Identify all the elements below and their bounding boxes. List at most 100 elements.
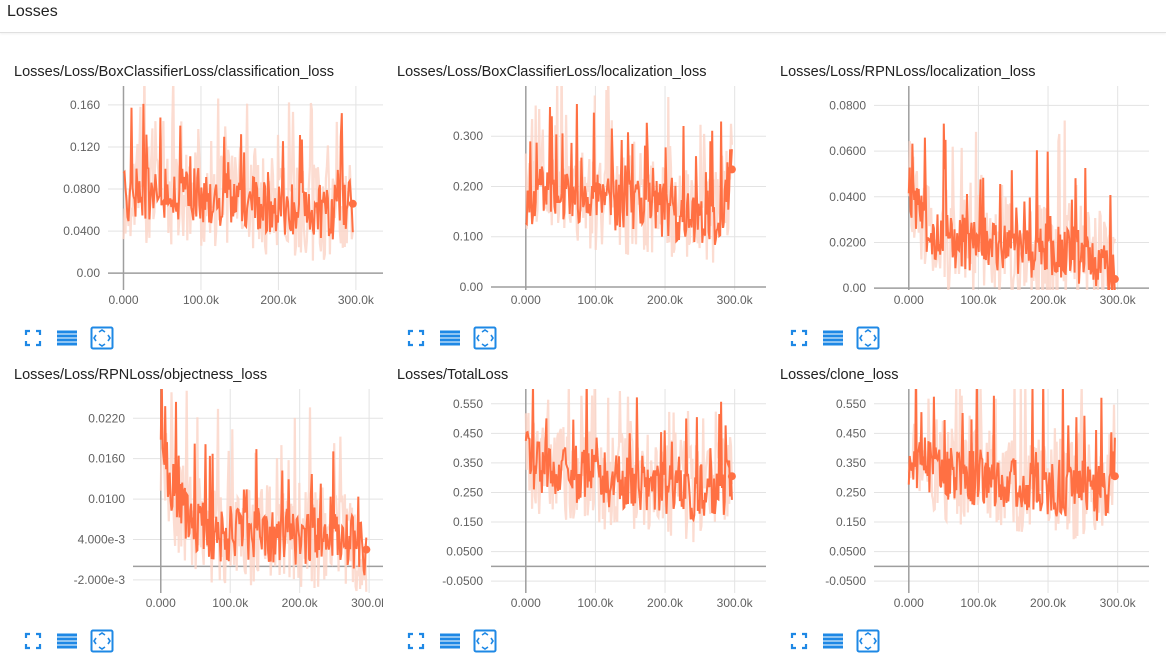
last-value-point <box>727 165 736 174</box>
chart-title: Losses/clone_loss <box>780 367 899 383</box>
y-tick-label: 0.0220 <box>88 411 125 425</box>
smoothed-series-line <box>159 389 368 576</box>
x-tick-label: 200.0k <box>647 293 684 307</box>
toggle-lines-button[interactable] <box>438 629 462 653</box>
toggle-lines-button[interactable] <box>55 629 79 653</box>
line-chart[interactable]: 0.00 0.0200 0.0400 0.0600 0.0800 0.000 100.0k 2… <box>766 42 1149 312</box>
y-tick-label: 0.100 <box>453 230 483 244</box>
x-tick-label: 200.0k <box>647 596 684 610</box>
section-title: Losses <box>7 3 58 20</box>
fit-domain-button[interactable] <box>90 326 114 350</box>
x-tick-label: 100.0k <box>212 596 249 610</box>
y-tick-label: 0.550 <box>836 397 866 411</box>
fit-domain-icon <box>90 326 114 350</box>
fullscreen-button[interactable] <box>787 629 811 653</box>
x-tick-label: 0.000 <box>146 596 176 610</box>
y-tick-label: 0.0500 <box>829 545 866 559</box>
fit-domain-button[interactable] <box>856 326 880 350</box>
y-tick-label: 0.0100 <box>88 492 125 506</box>
smoothed-series-line <box>524 389 733 523</box>
y-tick-label: 0.350 <box>453 456 483 470</box>
x-tick-label: 100.0k <box>577 596 614 610</box>
y-tick-label: 0.250 <box>453 485 483 499</box>
line-chart[interactable]: -0.0500 0.0500 0.150 0.250 0.350 0.450 0.550 0.… <box>766 345 1149 615</box>
section-header[interactable]: Losses <box>0 0 1166 33</box>
fullscreen-button[interactable] <box>21 629 45 653</box>
line-chart[interactable]: -0.0500 0.0500 0.150 0.250 0.350 0.450 0.550 0.… <box>383 345 766 615</box>
fit-domain-button[interactable] <box>473 629 497 653</box>
chart-title: Losses/TotalLoss <box>397 367 509 383</box>
chart-title: Losses/Loss/BoxClassifierLoss/classifica… <box>14 64 334 80</box>
data-series-icon <box>440 330 460 346</box>
y-tick-label: -2.000e-3 <box>74 573 126 587</box>
x-tick-label: 300.0k <box>717 293 754 307</box>
fullscreen-icon <box>790 632 808 650</box>
y-tick-label: 0.120 <box>70 140 100 154</box>
fullscreen-button[interactable] <box>21 326 45 350</box>
fullscreen-button[interactable] <box>404 629 428 653</box>
smoothed-series-line <box>525 103 733 245</box>
x-tick-label: 0.000 <box>894 293 924 307</box>
y-tick-label: 0.0400 <box>63 224 100 238</box>
fit-domain-icon <box>90 629 114 653</box>
fit-domain-button[interactable] <box>90 629 114 653</box>
chart-title: Losses/Loss/BoxClassifierLoss/localizati… <box>397 64 707 80</box>
x-tick-label: 200.0k <box>260 293 297 307</box>
data-series-icon <box>440 633 460 649</box>
line-chart[interactable]: 0.00 0.0400 0.0800 0.120 0.160 0.000 100.0k 200… <box>0 42 383 312</box>
fit-domain-icon <box>856 326 880 350</box>
y-tick-label: 0.0800 <box>63 182 100 196</box>
y-tick-label: 0.0160 <box>88 452 125 466</box>
fullscreen-icon <box>407 632 425 650</box>
last-value-point <box>1110 472 1119 481</box>
y-tick-label: 0.0800 <box>829 98 866 112</box>
fullscreen-button[interactable] <box>404 326 428 350</box>
chart-title: Losses/Loss/RPNLoss/objectness_loss <box>14 367 268 383</box>
x-tick-label: 300.0k <box>1100 596 1137 610</box>
fullscreen-icon <box>24 632 42 650</box>
toggle-lines-button[interactable] <box>55 326 79 350</box>
chart-card: Losses/Loss/BoxClassifierLoss/localizati… <box>383 42 766 350</box>
x-tick-label: 300.0k <box>338 293 375 307</box>
x-tick-label: 100.0k <box>183 293 220 307</box>
x-tick-label: 0.000 <box>108 293 138 307</box>
line-chart[interactable]: 0.00 0.100 0.200 0.300 0.000 100.0k 200.0k 300.… <box>383 42 766 312</box>
x-tick-label: 0.000 <box>511 596 541 610</box>
y-tick-label: 0.300 <box>453 129 483 143</box>
y-tick-label: 0.0400 <box>829 190 866 204</box>
toggle-lines-button[interactable] <box>438 326 462 350</box>
y-tick-label: 0.0200 <box>829 235 866 249</box>
fullscreen-icon <box>407 329 425 347</box>
x-tick-label: 100.0k <box>577 293 614 307</box>
x-tick-label: 300.0k <box>1100 293 1137 307</box>
chart-card: Losses/Loss/RPNLoss/localization_loss 0.0… <box>766 42 1149 350</box>
y-tick-label: 0.450 <box>836 426 866 440</box>
fullscreen-button[interactable] <box>787 326 811 350</box>
y-tick-label: 0.550 <box>453 397 483 411</box>
x-tick-label: 200.0k <box>282 596 319 610</box>
toggle-lines-button[interactable] <box>821 326 845 350</box>
x-tick-label: 0.000 <box>511 293 541 307</box>
fit-domain-icon <box>473 326 497 350</box>
smoothed-series-line <box>907 389 1116 521</box>
x-tick-label: 100.0k <box>960 596 997 610</box>
fit-domain-button[interactable] <box>473 326 497 350</box>
y-tick-label: 0.150 <box>836 515 866 529</box>
chart-card: Losses/TotalLoss -0.0500 0.0500 0.150 0.250 0… <box>383 345 766 653</box>
y-tick-label: 0.160 <box>70 98 100 112</box>
last-value-point <box>348 199 357 208</box>
fit-domain-icon <box>856 629 880 653</box>
raw-series-line <box>159 390 368 592</box>
line-chart[interactable]: -2.000e-3 4.000e-3 0.0100 0.0160 0.0220 0.000… <box>0 345 383 615</box>
fit-domain-button[interactable] <box>856 629 880 653</box>
fit-domain-icon <box>473 629 497 653</box>
y-tick-label: 0.00 <box>460 280 484 294</box>
fullscreen-icon <box>790 329 808 347</box>
chart-card: Losses/Loss/BoxClassifierLoss/classifica… <box>0 42 383 350</box>
y-tick-label: 4.000e-3 <box>78 532 126 546</box>
smoothed-series-line <box>122 103 354 240</box>
toggle-lines-button[interactable] <box>821 629 845 653</box>
x-tick-label: 300.0k <box>351 596 383 610</box>
y-tick-label: -0.0500 <box>442 574 483 588</box>
y-tick-label: -0.0500 <box>825 574 866 588</box>
